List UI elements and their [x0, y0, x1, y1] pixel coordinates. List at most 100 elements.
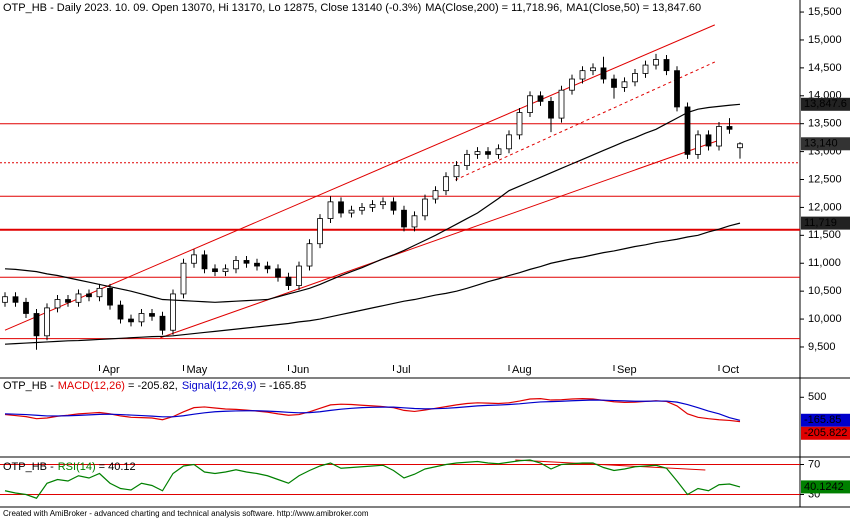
x-tick-label: Oct — [722, 364, 739, 376]
series-line — [4, 399, 741, 421]
y-tick-label: 9,500 — [808, 341, 836, 353]
candle-body — [12, 296, 19, 303]
candle-body — [75, 293, 82, 303]
series-line — [4, 398, 741, 423]
candle-body — [359, 207, 365, 211]
legend-name: RSI(14) — [58, 461, 96, 473]
y-tick-label: 11,500 — [808, 229, 841, 241]
candle-body — [296, 265, 302, 286]
y-tick-label: 500 — [808, 391, 826, 403]
candle-body — [170, 293, 176, 331]
candle-body — [653, 59, 659, 66]
candle-body — [705, 134, 712, 147]
title-text: OTP_HB - — [3, 461, 54, 473]
candle-body — [716, 126, 722, 147]
axis-value-label: -205.822 — [804, 427, 847, 439]
candle-body — [317, 218, 323, 245]
legend-value: = 11,718.96, — [502, 2, 563, 14]
series-line — [4, 222, 741, 345]
candle-body — [107, 287, 113, 306]
legend-value: = -165.85 — [259, 380, 306, 392]
x-tick-label: Aug — [512, 364, 532, 376]
axis-value-label: 40.1242 — [804, 481, 844, 493]
y-tick-label: 15,000 — [808, 34, 842, 46]
candle-body — [275, 268, 281, 278]
axis-value-box — [801, 426, 850, 440]
candle-body — [495, 148, 502, 155]
candle-body — [516, 112, 523, 136]
y-tick-label: 70 — [808, 458, 820, 470]
candle-body — [191, 254, 197, 264]
candle-body — [548, 100, 554, 119]
candle-body — [600, 67, 607, 80]
candle-body — [285, 276, 292, 286]
legend-value: = -205.82, — [128, 380, 178, 392]
candle-body — [348, 209, 355, 214]
candle-body — [695, 134, 701, 155]
axis-value-box — [801, 413, 850, 427]
axis-value-label: 13,847.6 — [804, 98, 847, 110]
candle-body — [149, 313, 155, 317]
candle-body — [128, 318, 134, 323]
legend-value: = 40.12 — [99, 461, 136, 473]
candle-body — [474, 151, 481, 155]
candle-body — [737, 143, 743, 149]
candle-body — [327, 201, 334, 219]
trend-line — [4, 24, 715, 331]
candle-body — [117, 304, 124, 320]
axis-value-label: -165.85 — [804, 414, 841, 426]
candle-body — [96, 287, 103, 298]
x-tick-label: Apr — [103, 364, 120, 376]
series-line — [4, 103, 741, 303]
candle-body — [684, 106, 691, 155]
y-tick-label: 15,500 — [808, 6, 842, 18]
candle-body — [579, 70, 586, 80]
candle-body — [44, 307, 50, 337]
candle-body — [411, 215, 418, 228]
panel-title: OTP_HB - RSI(14) = 40.12 — [3, 461, 136, 473]
candle-body — [590, 67, 596, 72]
title-text: OTP_HB - Daily 2023. 10. 09. Open 13070,… — [3, 2, 421, 14]
candle-body — [201, 254, 208, 270]
candle-body — [338, 201, 344, 214]
axis-value-box — [801, 137, 850, 151]
x-tick-label: Sep — [617, 364, 637, 376]
candle-body — [611, 78, 617, 88]
footer: Created with AmiBroker - advanced charti… — [3, 509, 369, 518]
candle-body — [485, 151, 491, 155]
axis-value-box — [801, 97, 850, 111]
candle-body — [254, 262, 260, 267]
candle-body — [33, 313, 40, 337]
x-tick-label: Jun — [292, 364, 310, 376]
candle-body — [380, 201, 386, 206]
y-tick-label: 13,500 — [808, 118, 842, 130]
y-tick-label: 12,000 — [808, 201, 842, 213]
candle-body — [537, 95, 544, 102]
candle-body — [138, 313, 145, 323]
candle-body — [23, 301, 29, 314]
legend-name: MA(Close,200) — [425, 2, 498, 14]
candle-body — [54, 299, 61, 309]
x-tick-label: Jul — [397, 364, 411, 376]
candle-body — [422, 198, 428, 217]
candle-body — [642, 64, 649, 74]
legend-name: MACD(12,26) — [58, 380, 125, 392]
candle-body — [506, 134, 512, 150]
candle-body — [65, 299, 71, 303]
trend-line — [160, 139, 721, 339]
candle-body — [558, 89, 565, 119]
candle-body — [726, 126, 733, 130]
candle-body — [443, 176, 449, 192]
candle-body — [663, 59, 670, 72]
candle-body — [212, 268, 218, 273]
candle-body — [159, 315, 166, 331]
candle-body — [632, 73, 638, 83]
candle-body — [306, 243, 313, 267]
candle-body — [390, 201, 397, 211]
axis-value-label: 13,140 — [804, 138, 838, 150]
candle-body — [464, 153, 470, 166]
candle-body — [243, 260, 250, 264]
legend-value: = 13,847.60 — [643, 2, 701, 14]
y-tick-label: 10,000 — [808, 313, 842, 325]
